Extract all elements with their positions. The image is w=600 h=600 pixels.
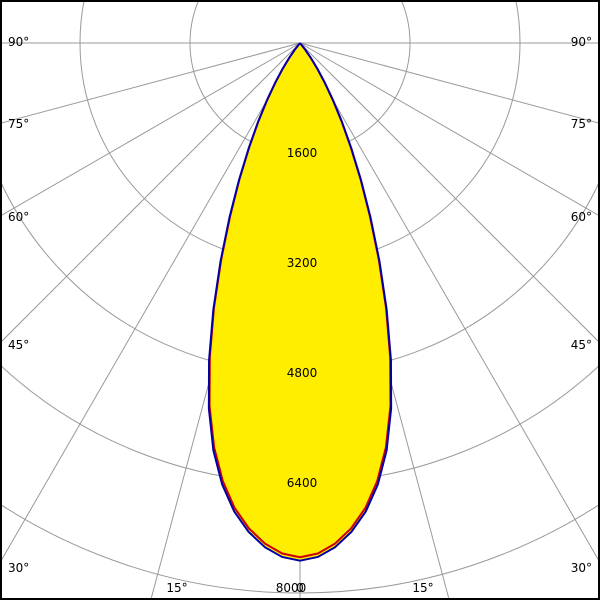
grid-ray-60 [0,42,301,217]
grid-ray-30 [0,42,301,564]
angle-label-right-0: 90° [571,35,592,49]
grid-ray-75 [0,42,301,124]
ring-label-1600: 1600 [287,146,318,160]
grid-ray-75 [299,42,600,124]
angle-label-right-2: 60° [571,210,592,224]
ring-label-6400: 6400 [287,476,318,490]
angle-label-bottom-1: 0 [296,581,304,595]
angle-label-right-4: 30° [571,561,592,575]
ring-label-3200: 3200 [287,256,318,270]
angle-label-left-3: 45° [8,338,29,352]
angle-tick-labels: 90° 75° 60° 45° 30° 90° 75° 60° 45° 30° 15° 0 15° [8,35,592,595]
grid-ray-45 [0,42,301,344]
grid-ray-45 [299,42,600,344]
grid-ray-30 [299,42,600,564]
ring-label-4800: 4800 [287,366,318,380]
grid-ray-60 [299,42,600,217]
angle-label-right-1: 75° [571,117,592,131]
angle-label-bottom-0: 15° [166,581,187,595]
series-c0-curve [207,42,393,562]
angle-label-left-0: 90° [8,35,29,49]
angle-label-left-4: 30° [8,561,29,575]
angle-label-left-1: 75° [8,117,29,131]
angle-label-left-2: 60° [8,210,29,224]
angle-label-bottom-2: 15° [412,581,433,595]
distribution-fill-area [208,43,392,561]
radial-tick-labels: 1600 3200 4800 6400 8000 [276,146,318,595]
ring-label-8000: 8000 [276,581,307,595]
angle-label-right-3: 45° [571,338,592,352]
